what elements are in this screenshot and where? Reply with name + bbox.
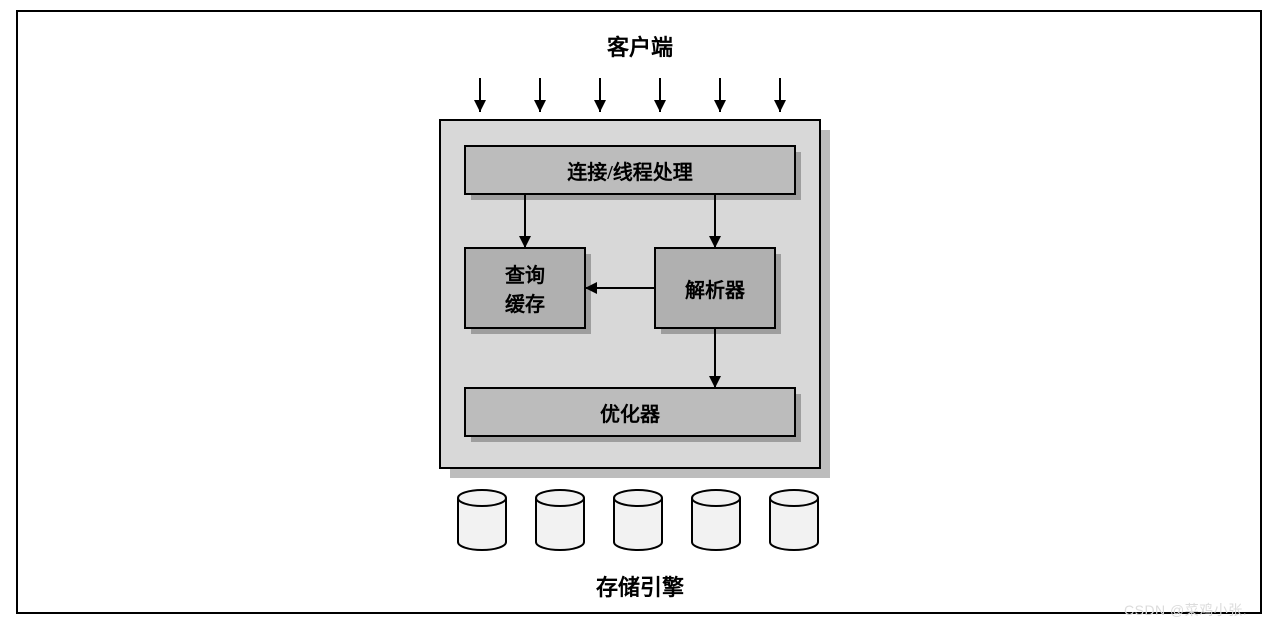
watermark-label: CSDN @菜鸡小张. <box>1124 600 1247 620</box>
node-parser: 解析器 <box>655 248 775 328</box>
node-parser-label: 解析器 <box>685 274 745 303</box>
outer-frame <box>16 10 1262 614</box>
storage-label: 存储引擎 <box>540 570 740 602</box>
node-connection: 连接/线程处理 <box>465 146 795 194</box>
client-label: 客户端 <box>560 30 720 62</box>
node-query-cache: 查询 缓存 <box>465 248 585 328</box>
node-optimizer: 优化器 <box>465 388 795 436</box>
node-connection-label: 连接/线程处理 <box>567 156 693 185</box>
node-optimizer-label: 优化器 <box>600 398 660 427</box>
node-query-cache-label: 查询 缓存 <box>505 259 545 317</box>
